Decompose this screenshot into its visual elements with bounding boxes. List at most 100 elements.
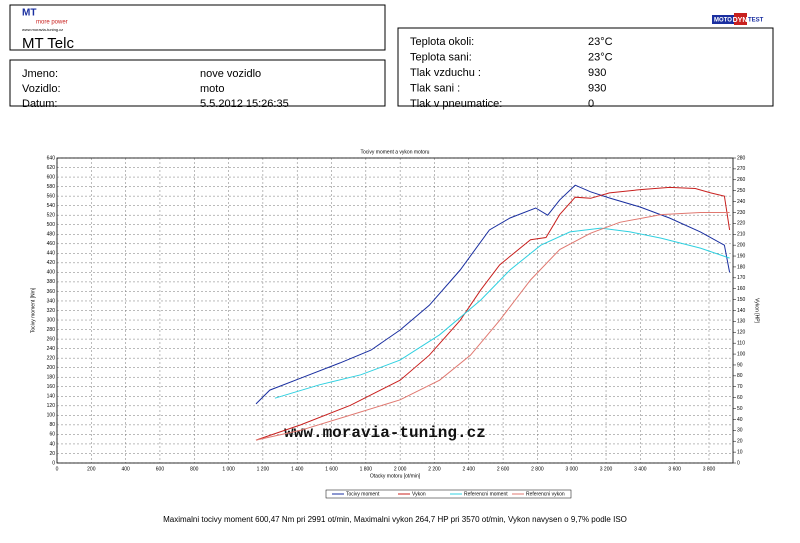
y-tick-label: 460 (47, 241, 56, 247)
x-tick-label: 800 (190, 466, 199, 472)
info-value: nove vozidlo (200, 68, 261, 80)
x-tick-label: 1 400 (291, 466, 304, 472)
x-tick-label: 3 600 (668, 466, 681, 472)
y2-tick-label: 100 (737, 351, 746, 357)
y-tick-label: 520 (47, 213, 56, 219)
x-tick-label: 200 (87, 466, 96, 472)
y-tick-label: 160 (47, 384, 56, 390)
y2-tick-label: 210 (737, 232, 746, 238)
condition-value: 930 (588, 67, 606, 79)
y2-tick-label: 160 (737, 286, 746, 292)
y-tick-label: 360 (47, 289, 56, 295)
y2-tick-label: 190 (737, 253, 746, 259)
y2-tick-label: 150 (737, 297, 746, 303)
y2-tick-label: 80 (737, 373, 743, 379)
logo-slogan: more power (36, 20, 68, 26)
legend-label: Vykon (412, 491, 426, 497)
series-line (255, 212, 730, 441)
y2-tick-label: 30 (737, 428, 743, 434)
y-tick-label: 600 (47, 174, 56, 180)
y-tick-label: 420 (47, 260, 56, 266)
x-tick-label: 3 400 (634, 466, 647, 472)
y2-tick-label: 180 (737, 264, 746, 270)
y2-tick-label: 130 (737, 319, 746, 325)
info-label: Jmeno: (22, 68, 58, 80)
y2-tick-label: 220 (737, 221, 746, 227)
x-tick-label: 600 (156, 466, 165, 472)
y2-tick-label: 270 (737, 166, 746, 172)
series-line (255, 186, 731, 441)
y2-tick-label: 230 (737, 210, 746, 216)
y-tick-label: 100 (47, 413, 56, 419)
info-value: moto (200, 83, 224, 95)
x-axis-label: Otacky motoru [ot/min] (370, 473, 421, 479)
x-tick-label: 1 600 (325, 466, 338, 472)
y2-tick-label: 90 (737, 362, 743, 368)
logo-url: www.moravia-tuning.cz (22, 27, 63, 32)
info-label: Vozidlo: (22, 83, 61, 95)
y2-tick-label: 0 (737, 460, 740, 466)
condition-value: 23°C (588, 36, 613, 48)
y2-tick-label: 280 (737, 155, 746, 161)
y2-tick-label: 140 (737, 308, 746, 314)
info-label: Datum: (22, 98, 57, 110)
y-tick-label: 180 (47, 375, 56, 381)
x-tick-label: 1 000 (222, 466, 235, 472)
brand-1: MOTO (714, 18, 732, 24)
footer: Maximalni tocivy moment 600,47 Nm pri 29… (163, 515, 627, 524)
y2-tick-label: 10 (737, 449, 743, 455)
y2-tick-label: 260 (737, 177, 746, 183)
y2-tick-label: 170 (737, 275, 746, 281)
legend-label: Tocivy moment (346, 491, 380, 497)
rows: Jmeno: nove vozidlo Vozidlo: moto Datum: 5.5.… (22, 36, 613, 110)
condition-label: Teplota sani: (410, 51, 472, 63)
y2-tick-label: 20 (737, 439, 743, 445)
y-tick-label: 280 (47, 327, 56, 333)
y-tick-label: 60 (49, 432, 55, 438)
y-tick-label: 320 (47, 308, 56, 314)
y-tick-label: 40 (49, 441, 55, 447)
x-tick-label: 0 (56, 466, 59, 472)
x-tick-label: 1 800 (360, 466, 373, 472)
brand-2: DYN (733, 17, 748, 24)
y2-tick-label: 40 (737, 417, 743, 423)
y2-tick-label: 70 (737, 384, 743, 390)
chart-title: Tocivy moment a vykon motoru (361, 149, 430, 155)
brand-bg2 (734, 13, 747, 25)
y2-tick-label: 240 (737, 199, 746, 205)
y-tick-label: 0 (52, 460, 55, 466)
condition-value: 23°C (588, 51, 613, 63)
y-axis-label: Tocivy moment [Nm] (30, 287, 36, 333)
x-tick-label: 2 800 (531, 466, 544, 472)
x-tick-label: 3 200 (600, 466, 613, 472)
y-tick-label: 580 (47, 184, 56, 190)
condition-label: Tlak sani : (410, 82, 460, 94)
legend-box (325, 489, 572, 499)
legend-label: Referencni moment (464, 491, 508, 497)
brand-3: TEST (748, 18, 764, 24)
y-tick-label: 20 (49, 451, 55, 457)
y-tick-label: 620 (47, 165, 56, 171)
y-tick-label: 340 (47, 298, 56, 304)
y2-tick-label: 200 (737, 242, 746, 248)
info-box (9, 59, 386, 107)
y-tick-label: 240 (47, 346, 56, 352)
y-tick-label: 540 (47, 203, 56, 209)
y-tick-label: 380 (47, 279, 56, 285)
y2-tick-label: 60 (737, 395, 743, 401)
x-tick-label: 2 000 (394, 466, 407, 472)
y-tick-label: 260 (47, 336, 56, 342)
y-tick-label: 120 (47, 403, 56, 409)
y-tick-label: 640 (47, 155, 56, 161)
logo: MT (22, 8, 36, 19)
x-tick-label: 2 400 (463, 466, 476, 472)
condition-label: Tlak v pneumatice: (410, 98, 502, 110)
y-tick-label: 140 (47, 394, 56, 400)
condition-value: 0 (588, 98, 594, 110)
company: MT Telc (22, 35, 74, 52)
x-tick-label: 2 600 (497, 466, 510, 472)
x-tick-label: 3 800 (703, 466, 716, 472)
